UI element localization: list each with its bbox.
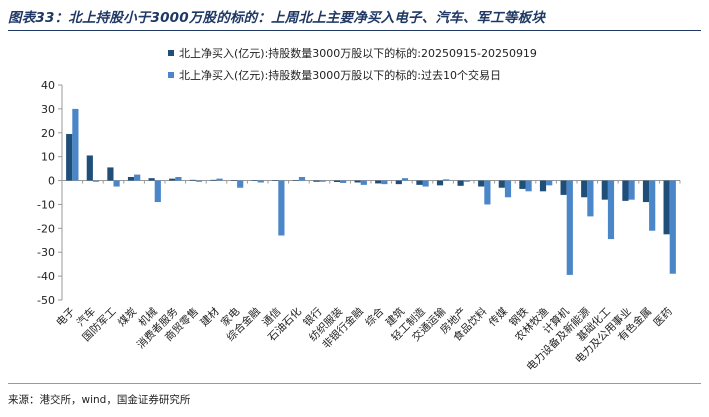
bar-series-1 [354,180,361,183]
y-tick-label: -30 [37,246,55,259]
y-tick-label: 10 [41,151,55,164]
x-category-label: 电子 [53,305,77,329]
x-category-label: 医药 [651,306,674,329]
bar-series-1 [107,167,114,181]
bar-series-2 [340,180,347,183]
bar-series-1 [86,155,93,181]
bars [66,108,676,275]
bar-series-2 [546,180,553,186]
bar-series-1 [189,179,196,181]
bar-series-2 [649,180,656,231]
x-category-label: 综合 [362,305,386,329]
y-tick-label: 40 [41,79,55,92]
bar-series-1 [416,180,423,185]
bar-series-1 [251,180,258,181]
bar-series-2 [257,180,264,183]
bar-series-1 [601,180,608,200]
bar-series-2 [504,180,512,198]
bar-series-2 [607,180,615,240]
chart-title: 图表33：北上持股小于3000万股的标的：上周北上主要净买入电子、汽车、军工等板… [8,10,546,26]
bar-series-1 [395,180,402,185]
legend-swatch-series-1 [168,50,174,56]
bar-series-1 [292,180,299,181]
legend-label-series-1: 北上净买入(亿元):持股数量3000万股以下的标的:20250915-20250… [179,47,537,60]
bar-series-1 [498,180,505,188]
bar-series-1 [313,180,320,182]
bar-series-2 [360,180,367,185]
bar-series-1 [127,176,135,181]
bar-series-2 [319,180,326,182]
bar-series-2 [525,180,532,192]
y-axis: 40 30 20 10 0 -10 -20 -30 -40 -50 [37,79,681,307]
bar-series-1 [581,180,588,198]
bar-series-1 [210,179,217,181]
bar-series-2 [92,180,100,182]
bar-series-2 [463,180,470,182]
bar-series-2 [443,179,450,181]
bar-series-2 [628,180,635,200]
bar-series-1 [478,180,485,187]
bar-series-2 [669,180,676,274]
footer-rule [8,383,701,384]
legend-label-series-2: 北上净买入(亿元):持股数量3000万股以下的标的:过去10个交易日 [179,69,501,82]
y-tick-label: -50 [37,294,55,307]
bar-series-1 [642,180,650,203]
bar-series-1 [663,180,670,235]
bar-series-1 [148,178,155,181]
bar-series-1 [66,133,73,181]
bar-series-1 [622,180,629,201]
bar-series-2 [381,180,388,185]
x-category-label: 建材 [198,305,222,329]
bar-series-1 [169,178,176,181]
bar-series-2 [401,178,409,181]
source-note: 来源：港交所，wind，国金证券研究所 [8,394,191,406]
bar-series-2 [72,108,79,181]
bar-series-2 [113,180,120,187]
bar-series-1 [333,180,341,182]
x-category-label: 传媒 [486,305,510,329]
bar-series-2 [566,180,573,275]
y-tick-label: -40 [37,270,55,283]
bar-series-2 [154,180,161,203]
bar-series-1 [539,180,547,192]
bar-series-2 [484,180,491,205]
legend-item-series-1: 北上净买入(亿元):持股数量3000万股以下的标的:20250915-20250… [168,42,537,64]
x-axis-labels: 电子汽车国防军工煤炭机械消费者服务商贸零售建材家电综合金融通信石油石化银行纺织服… [53,305,674,374]
bar-series-1 [457,180,464,186]
bar-series-1 [230,180,238,181]
bar-series-2 [298,176,306,181]
bar-series-2 [422,180,429,187]
x-category-label: 煤炭 [115,305,139,329]
bar-series-2 [237,180,244,188]
bar-series-2 [587,180,594,217]
bar-series-1 [436,180,444,186]
y-tick-label: -20 [37,222,55,235]
bar-series-1 [272,180,279,181]
legend: 北上净买入(亿元):持股数量3000万股以下的标的:20250915-20250… [168,42,537,86]
bar-series-1 [519,180,526,189]
legend-item-series-2: 北上净买入(亿元):持股数量3000万股以下的标的:过去10个交易日 [168,64,537,86]
legend-swatch-series-2 [168,72,174,78]
bar-series-1 [375,180,382,184]
y-tick-label: 30 [41,103,55,116]
y-tick-label: 0 [48,175,55,188]
y-tick-label: 20 [41,127,55,140]
bar-series-2 [278,180,285,236]
bar-series-2 [175,176,182,181]
bar-series-1 [560,180,567,195]
bar-series-2 [195,180,203,182]
bar-series-2 [134,174,141,181]
title-rule [8,30,701,31]
y-tick-label: -10 [37,198,55,211]
bar-series-2 [216,178,223,181]
